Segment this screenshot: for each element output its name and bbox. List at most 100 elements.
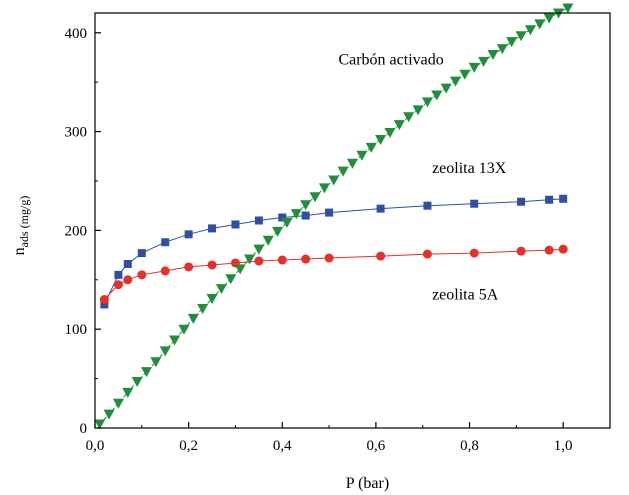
data-point-carb-n-activado bbox=[431, 90, 443, 101]
x-tick-label: 0,8 bbox=[460, 438, 479, 454]
data-point-zeolita-5a bbox=[184, 262, 194, 272]
data-point-carb-n-activado bbox=[534, 19, 546, 30]
data-point-carb-n-activado bbox=[262, 235, 274, 246]
data-point-carb-n-activado bbox=[393, 120, 405, 131]
data-point-zeolita-13x bbox=[423, 201, 432, 210]
data-point-carb-n-activado bbox=[300, 200, 312, 211]
data-point-carb-n-activado bbox=[197, 303, 209, 314]
data-point-carb-n-activado bbox=[131, 377, 143, 388]
data-point-zeolita-5a bbox=[558, 244, 568, 254]
data-point-zeolita-13x bbox=[470, 199, 479, 208]
data-point-carb-n-activado bbox=[272, 226, 284, 237]
data-point-zeolita-13x bbox=[545, 195, 554, 204]
data-point-carb-n-activado bbox=[337, 166, 349, 177]
data-point-zeolita-5a bbox=[422, 249, 432, 259]
data-point-zeolita-13x bbox=[517, 197, 526, 206]
data-point-carb-n-activado bbox=[318, 183, 330, 194]
data-point-carb-n-activado bbox=[515, 31, 527, 42]
data-point-carb-n-activado bbox=[150, 357, 162, 368]
y-tick-label: 100 bbox=[65, 322, 88, 338]
data-point-carb-n-activado bbox=[281, 217, 293, 228]
x-tick-label: 0,2 bbox=[179, 438, 198, 454]
data-point-carb-n-activado bbox=[225, 274, 237, 285]
data-point-carb-n-activado bbox=[159, 346, 171, 357]
data-point-zeolita-13x bbox=[123, 259, 132, 268]
data-point-zeolita-5a bbox=[544, 245, 554, 255]
data-point-zeolita-5a bbox=[137, 270, 147, 280]
x-tick-label: 0,6 bbox=[367, 438, 386, 454]
data-point-carb-n-activado bbox=[169, 335, 181, 346]
data-point-carb-n-activado bbox=[178, 324, 190, 335]
data-point-zeolita-5a bbox=[277, 255, 287, 265]
data-point-carb-n-activado bbox=[365, 142, 377, 153]
data-point-carb-n-activado bbox=[459, 69, 471, 80]
data-point-carb-n-activado bbox=[487, 50, 499, 60]
x-axis: 0,0 0,2 0,4 0,6 0,8 1,0 bbox=[86, 422, 611, 454]
data-point-carb-n-activado bbox=[403, 112, 415, 123]
data-point-zeolita-5a bbox=[113, 280, 123, 290]
data-point-zeolita-13x bbox=[161, 238, 170, 247]
data-point-carb-n-activado bbox=[478, 56, 490, 67]
data-point-carb-n-activado bbox=[496, 44, 508, 55]
data-point-zeolita-5a bbox=[516, 246, 526, 256]
data-point-carb-n-activado bbox=[244, 254, 255, 265]
y-axis-label-unit: (mg/g) bbox=[17, 196, 31, 229]
plot-lines bbox=[99, 7, 569, 425]
data-point-carb-n-activado bbox=[543, 13, 555, 24]
y-tick-label: 400 bbox=[65, 26, 88, 42]
data-point-carb-n-activado bbox=[103, 409, 115, 420]
data-point-zeolita-5a bbox=[301, 254, 311, 264]
annotation-zeolita-13x: zeolita 13X bbox=[432, 160, 507, 177]
data-point-carb-n-activado bbox=[290, 209, 302, 220]
data-point-carb-n-activado bbox=[524, 25, 536, 36]
data-point-carb-n-activado bbox=[253, 244, 265, 255]
annotations: Carbón activado zeolita 13X zeolita 5A bbox=[338, 51, 506, 303]
series-line-carb-n-activado bbox=[99, 7, 569, 425]
data-point-zeolita-13x bbox=[231, 220, 240, 229]
data-point-zeolita-13x bbox=[208, 224, 217, 233]
data-point-carb-n-activado bbox=[450, 76, 461, 87]
data-point-carb-n-activado bbox=[309, 192, 321, 203]
data-point-zeolita-13x bbox=[184, 230, 193, 239]
data-point-zeolita-13x bbox=[376, 204, 385, 213]
data-point-carb-n-activado bbox=[506, 37, 518, 48]
data-point-zeolita-13x bbox=[137, 249, 146, 258]
data-point-carb-n-activado bbox=[215, 284, 227, 295]
data-point-carb-n-activado bbox=[375, 134, 387, 145]
data-point-zeolita-13x bbox=[301, 211, 310, 220]
x-tick-label: 1,0 bbox=[554, 438, 573, 454]
data-point-carb-n-activado bbox=[347, 158, 358, 169]
data-point-carb-n-activado bbox=[141, 367, 152, 378]
y-axis-label-main: n bbox=[11, 247, 28, 255]
data-point-zeolita-13x bbox=[325, 208, 334, 217]
data-point-zeolita-13x bbox=[100, 300, 109, 309]
x-axis-label: P (bar) bbox=[346, 475, 389, 492]
data-point-zeolita-5a bbox=[207, 260, 217, 270]
data-point-carb-n-activado bbox=[112, 398, 124, 409]
y-tick-label: 200 bbox=[65, 223, 88, 239]
data-point-carb-n-activado bbox=[328, 175, 340, 186]
data-point-carb-n-activado bbox=[206, 294, 218, 305]
y-axis-label-sub: ads bbox=[17, 231, 31, 247]
data-point-carb-n-activado bbox=[421, 97, 433, 108]
data-point-zeolita-5a bbox=[99, 295, 109, 305]
data-point-zeolita-13x bbox=[254, 216, 263, 225]
y-tick-label: 0 bbox=[80, 421, 88, 437]
x-tick-label: 0,0 bbox=[86, 438, 105, 454]
data-point-carb-n-activado bbox=[187, 313, 199, 324]
data-point-zeolita-5a bbox=[160, 266, 170, 276]
data-point-carb-n-activado bbox=[234, 264, 246, 275]
data-point-zeolita-5a bbox=[376, 251, 386, 261]
annotation-zeolita-5a: zeolita 5A bbox=[432, 287, 499, 304]
data-point-zeolita-5a bbox=[324, 253, 334, 263]
plot-frame bbox=[94, 12, 611, 429]
data-point-carb-n-activado bbox=[440, 83, 452, 94]
y-axis: 0 100 200 300 400 bbox=[65, 26, 101, 437]
data-point-carb-n-activado bbox=[122, 387, 134, 398]
data-point-carb-n-activado bbox=[384, 128, 396, 139]
data-point-zeolita-13x bbox=[114, 270, 123, 279]
plot-marks bbox=[94, 3, 574, 430]
data-point-zeolita-5a bbox=[254, 256, 264, 266]
data-point-carb-n-activado bbox=[94, 419, 106, 430]
